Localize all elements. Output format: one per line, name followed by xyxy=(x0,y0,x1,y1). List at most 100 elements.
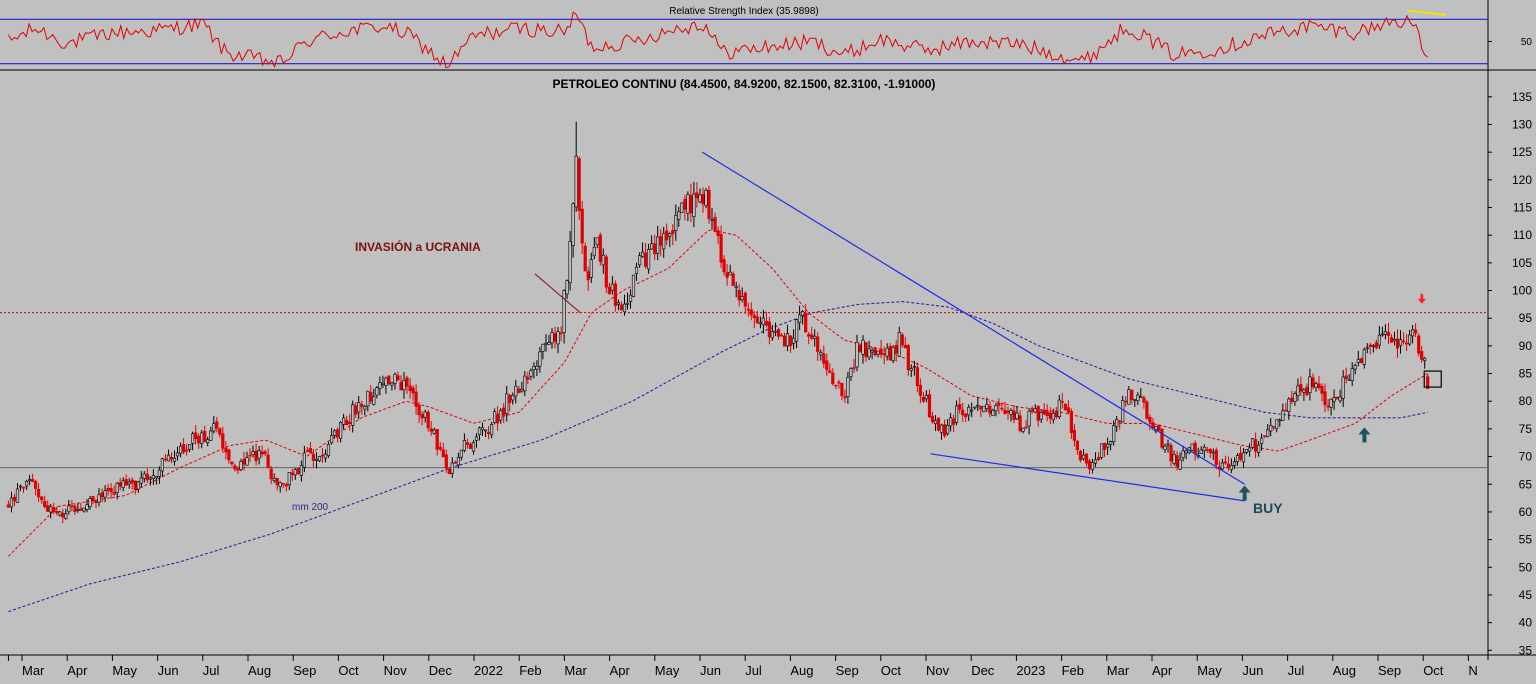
candle-body xyxy=(36,488,41,498)
candle-body xyxy=(323,453,328,459)
candle-body xyxy=(921,396,925,402)
candle-body xyxy=(245,457,249,466)
candle-body xyxy=(1078,450,1082,461)
candle-body xyxy=(30,478,35,482)
candle-body xyxy=(791,337,796,344)
candle-body xyxy=(305,449,310,452)
candle-body xyxy=(767,321,771,338)
candle-body xyxy=(674,215,678,231)
candle-body xyxy=(175,452,180,457)
x-tick-label: Aug xyxy=(790,663,813,678)
candle-body xyxy=(813,335,817,340)
candle-body xyxy=(242,458,246,465)
candle-body xyxy=(622,303,627,313)
candle-body xyxy=(701,194,705,205)
candle-body xyxy=(571,203,575,246)
y-tick-label: 80 xyxy=(1519,394,1533,408)
candle-body xyxy=(1160,428,1164,448)
candle-body xyxy=(191,433,195,444)
candle-body xyxy=(136,481,140,490)
candle-body xyxy=(27,479,32,481)
candle-body xyxy=(239,461,243,470)
candle-body xyxy=(40,496,44,501)
candle-body xyxy=(317,455,322,462)
candle-body xyxy=(390,382,394,386)
candle-body xyxy=(1145,401,1149,419)
candle-body xyxy=(1139,396,1143,399)
candle-body xyxy=(1311,377,1315,388)
candle-body xyxy=(1257,444,1261,453)
candle-body xyxy=(864,342,868,358)
candle-body xyxy=(185,449,189,452)
candle-body xyxy=(112,491,116,495)
candle-body xyxy=(1021,427,1025,432)
candle-body xyxy=(1392,339,1397,342)
candle-body xyxy=(1405,342,1409,345)
candle-body xyxy=(526,376,530,380)
x-tick-label: Jun xyxy=(700,663,721,678)
candle-body xyxy=(843,396,847,399)
price-panel xyxy=(0,121,1536,656)
candle-body xyxy=(517,388,521,393)
candle-body xyxy=(1232,461,1237,466)
candle-body xyxy=(755,316,759,324)
candle-body xyxy=(776,328,781,337)
candle-body xyxy=(529,370,533,378)
candle-body xyxy=(1296,385,1300,396)
candle-body xyxy=(1124,400,1128,403)
candle-body xyxy=(1365,347,1369,349)
candle-body xyxy=(683,199,687,210)
candle-body xyxy=(1003,409,1007,415)
x-tick-label: Mar xyxy=(564,663,587,678)
candle-body xyxy=(819,352,823,356)
candle-body xyxy=(1051,413,1055,420)
candle-body xyxy=(831,372,835,384)
candle-body xyxy=(1402,340,1406,343)
y-tick-label: 50 xyxy=(1519,560,1533,574)
candle-body xyxy=(523,375,527,392)
candle-body xyxy=(794,319,799,342)
candle-body xyxy=(64,513,68,519)
candle-body xyxy=(486,431,491,435)
candle-body xyxy=(945,425,950,434)
y-tick-label: 45 xyxy=(1519,588,1533,602)
annotation-buy: BUY xyxy=(1253,500,1283,516)
candle-body xyxy=(203,430,207,443)
candle-body xyxy=(1284,409,1288,412)
candle-body xyxy=(444,454,448,469)
candle-body xyxy=(263,451,267,454)
x-tick-label: Nov xyxy=(384,663,408,678)
candle-body xyxy=(302,452,307,468)
candle-body xyxy=(592,246,596,257)
candle-body xyxy=(224,447,228,453)
candle-body xyxy=(616,302,620,305)
candle-body xyxy=(861,339,865,355)
y-tick-label: 70 xyxy=(1519,450,1533,464)
candle-body xyxy=(891,346,895,362)
candle-body xyxy=(335,429,340,438)
candle-body xyxy=(188,443,192,450)
candle-body xyxy=(909,368,913,371)
candle-body xyxy=(85,504,89,510)
candle-body xyxy=(855,341,859,368)
candle-body xyxy=(1414,329,1418,334)
time-x-axis: Mar Apr May Jun Jul Aug Sep Oct Nov Dec 2022 Feb Mar… xyxy=(7,655,1478,678)
candle-body xyxy=(586,271,590,281)
candle-body xyxy=(1118,420,1122,423)
candle-body xyxy=(1103,442,1107,450)
candle-body xyxy=(1380,333,1384,336)
candle-body xyxy=(1084,453,1089,464)
candle-body xyxy=(1329,398,1333,408)
y-tick-label: 135 xyxy=(1512,90,1532,104)
candle-body xyxy=(1275,419,1279,429)
x-tick-label: Jul xyxy=(203,663,220,678)
candle-body xyxy=(248,454,252,457)
candle-body xyxy=(595,237,599,246)
x-tick-label: Oct xyxy=(338,663,359,678)
candle-body xyxy=(272,478,276,481)
candle-body xyxy=(604,256,608,288)
candle-body xyxy=(94,500,98,504)
candle-body xyxy=(961,409,965,416)
candle-body xyxy=(505,393,509,414)
